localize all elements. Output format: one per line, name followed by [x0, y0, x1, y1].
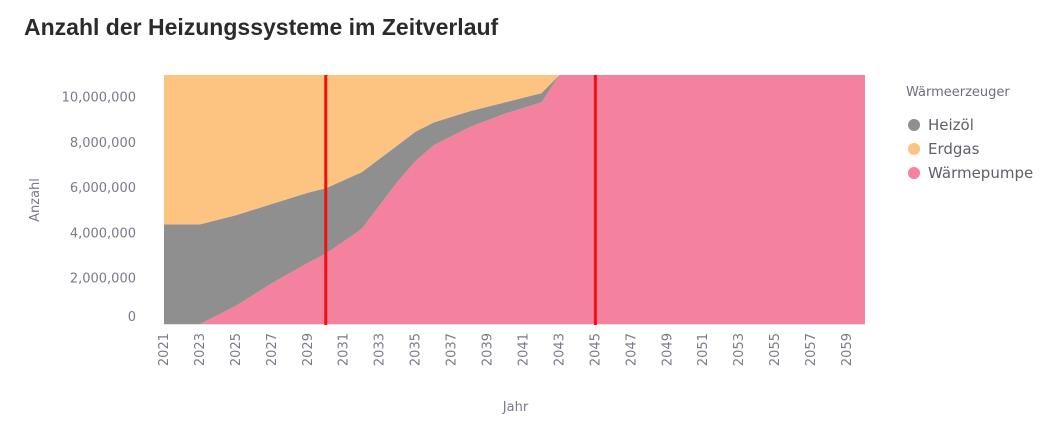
x-tick-label: 2045: [588, 333, 603, 366]
x-tick-label: 2059: [840, 333, 855, 366]
x-tick-label: 2047: [624, 333, 639, 366]
y-tick-label: 6,000,000: [70, 181, 136, 196]
legend-item-label: Erdgas: [928, 140, 980, 158]
legend-item-label: Wärmepumpe: [928, 164, 1033, 182]
area-erdgas: [164, 75, 865, 225]
x-tick-label: 2057: [804, 333, 819, 366]
y-axis-title: Anzahl: [28, 178, 43, 222]
area-heiz-l: [164, 75, 865, 324]
x-tick-label: 2033: [373, 333, 388, 366]
x-tick-label: 2031: [337, 333, 352, 366]
y-tick-label: 4,000,000: [70, 226, 136, 241]
x-tick-label: 2027: [265, 333, 280, 366]
x-tick-label: 2021: [157, 333, 172, 366]
legend-marker: [908, 143, 920, 155]
x-tick-label: 2025: [229, 333, 244, 366]
x-tick-label: 2039: [481, 333, 496, 366]
x-tick-label: 2043: [552, 333, 567, 366]
area-w-rmepumpe: [164, 75, 865, 324]
y-tick-label: 8,000,000: [70, 136, 136, 151]
x-tick-label: 2053: [732, 333, 747, 366]
x-tick-label: 2029: [301, 333, 316, 366]
x-tick-label: 2051: [696, 333, 711, 366]
x-axis-title: Jahr: [502, 400, 529, 415]
y-tick-label: 0: [128, 310, 136, 325]
x-tick-label: 2055: [768, 333, 783, 366]
legend-title: Wärmeerzeuger: [906, 85, 1010, 100]
legend-item-label: Heizöl: [928, 116, 974, 134]
legend-marker: [908, 119, 920, 131]
chart-title: Anzahl der Heizungssysteme im Zeitverlau…: [24, 14, 499, 40]
x-tick-label: 2041: [516, 333, 531, 366]
y-tick-label: 2,000,000: [70, 272, 136, 287]
x-tick-label: 2023: [193, 333, 208, 366]
x-tick-label: 2049: [660, 333, 675, 366]
legend-marker: [908, 167, 920, 179]
y-tick-label: 10,000,000: [62, 91, 136, 106]
x-tick-label: 2035: [409, 333, 424, 366]
x-tick-label: 2037: [445, 333, 460, 366]
